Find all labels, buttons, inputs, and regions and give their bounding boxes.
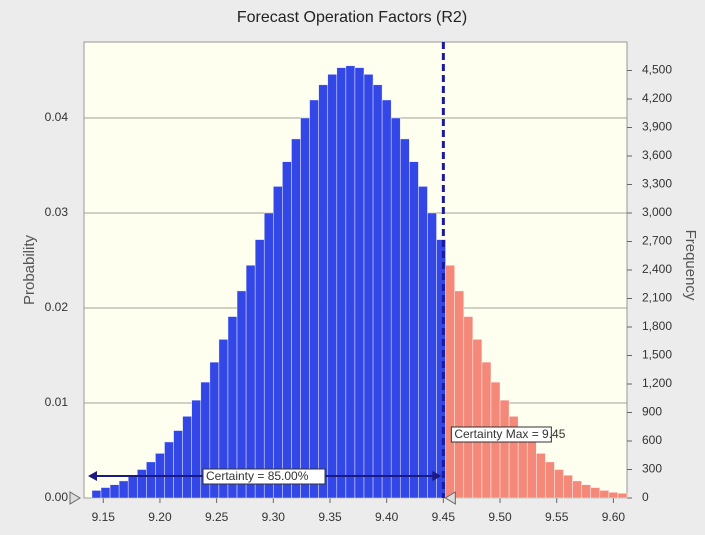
y2-tick-label: 4,200: [642, 91, 672, 105]
bar: [390, 117, 401, 499]
bar: [536, 453, 546, 499]
bar: [590, 487, 601, 499]
y2-tick-label: 3,600: [642, 148, 672, 162]
bar: [336, 67, 347, 499]
y-axis-title: Probability: [21, 234, 38, 305]
bar: [109, 484, 120, 499]
x-tick-label: 9.55: [545, 510, 569, 524]
y2-tick-label: 900: [642, 405, 662, 419]
bar: [146, 461, 156, 499]
y2-tick-label: 3,000: [642, 205, 672, 219]
y-tick-label: 0.00: [45, 490, 69, 504]
y2-tick-label: 4,500: [642, 63, 672, 77]
bar: [136, 469, 147, 499]
bar: [173, 430, 183, 499]
bar: [563, 474, 573, 499]
bar: [291, 138, 301, 499]
bar: [572, 480, 582, 499]
bar: [418, 186, 428, 499]
bar: [263, 212, 274, 499]
x-tick-label: 9.25: [205, 510, 229, 524]
bar: [617, 492, 628, 499]
y-tick-label: 0.04: [45, 110, 69, 124]
bar: [309, 99, 319, 499]
range-grabber-left: [69, 491, 81, 505]
bar: [354, 67, 365, 499]
x-tick-label: 9.60: [602, 510, 626, 524]
bar: [463, 316, 474, 499]
x-tick-label: 9.35: [318, 510, 342, 524]
bar: [164, 441, 174, 499]
x-tick-label: 9.30: [262, 510, 286, 524]
bar: [318, 84, 329, 499]
bar: [499, 399, 510, 499]
bar: [100, 487, 111, 499]
bar: [608, 491, 619, 499]
y2-tick-label: 2,100: [642, 291, 672, 305]
x-tick-label: 9.40: [375, 510, 399, 524]
certainty-box: [202, 468, 326, 485]
bar: [445, 264, 455, 499]
certainty-max-label: Certainty Max = 9.45: [454, 427, 565, 441]
bar: [372, 84, 383, 499]
bar: [91, 490, 102, 499]
bar: [127, 474, 138, 499]
y-tick-label: 0.01: [45, 395, 69, 409]
bar: [526, 441, 537, 499]
range-grabber-right: [444, 491, 456, 505]
bar: [118, 480, 129, 499]
bar: [581, 484, 592, 499]
bar: [327, 74, 338, 499]
bar: [236, 290, 247, 499]
certainty-label: Certainty = 85.00%: [206, 469, 309, 483]
bar: [245, 264, 256, 499]
bar: [409, 161, 419, 499]
x-tick-label: 9.50: [488, 510, 512, 524]
bar: [254, 239, 265, 499]
x-tick-label: 9.20: [148, 510, 172, 524]
bar: [545, 461, 555, 499]
y-tick-label: 0.02: [45, 300, 69, 314]
y-tick-label: 0.03: [45, 205, 69, 219]
bar: [454, 290, 465, 499]
bar: [472, 339, 483, 499]
y2-tick-label: 3,300: [642, 177, 672, 191]
bar: [554, 469, 564, 499]
x-tick-label: 9.45: [432, 510, 456, 524]
y2-tick-label: 600: [642, 433, 662, 447]
y2-tick-label: 1,200: [642, 376, 672, 390]
bar: [282, 161, 292, 499]
bar: [300, 117, 310, 499]
chart-title: Forecast Operation Factors (R2): [237, 9, 467, 26]
bar: [599, 490, 610, 499]
y2-tick-label: 0: [642, 490, 649, 504]
bar: [182, 415, 192, 499]
certainty-max-box: [450, 426, 552, 443]
x-tick-label: 9.15: [92, 510, 116, 524]
y2-tick-label: 2,700: [642, 234, 672, 248]
bar: [273, 186, 283, 499]
bar: [345, 65, 356, 499]
bar: [399, 138, 410, 499]
y2-axis-title: Frequency: [682, 230, 699, 301]
y2-tick-label: 300: [642, 462, 662, 476]
bar: [381, 99, 392, 499]
bar: [363, 74, 374, 499]
bar: [191, 399, 202, 499]
y2-tick-label: 2,400: [642, 262, 672, 276]
y2-tick-label: 1,500: [642, 348, 672, 362]
bar: [427, 212, 437, 499]
y2-tick-label: 1,800: [642, 319, 672, 333]
y2-tick-label: 3,900: [642, 120, 672, 134]
